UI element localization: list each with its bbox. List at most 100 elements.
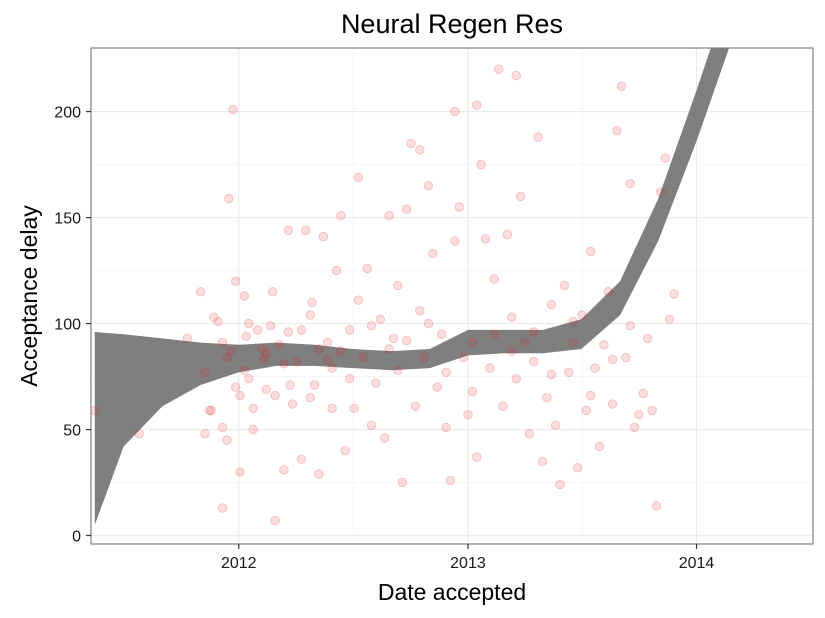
y-tick-label: 100 [54,317,81,334]
data-point [607,399,618,409]
data-point [445,475,456,486]
chart-title: Neural Regen Res [341,9,563,39]
data-point [485,363,495,373]
data-point [217,422,228,433]
data-point [616,81,627,91]
data-point [581,405,592,416]
data-point [283,327,294,337]
data-point [647,405,657,416]
data-point [454,202,464,212]
data-point [241,331,252,342]
data-point [384,210,394,221]
data-point [362,263,372,274]
data-point [586,390,596,401]
data-point [612,125,622,136]
data-point [520,337,530,348]
data-point [594,441,605,452]
x-tick-label: 2013 [450,555,486,572]
data-point [349,403,359,414]
data-point [415,306,425,316]
data-point [559,280,570,291]
data-point [406,138,416,149]
data-point [472,452,482,462]
data-point [634,410,644,420]
data-point [555,479,565,490]
data-point [314,344,324,354]
data-point [480,234,491,244]
data-point [296,454,307,464]
data-point [458,352,469,363]
data-point [423,318,434,329]
data-point [542,393,552,403]
data-point [230,276,241,286]
y-axis-label: Acceptance delay [16,205,42,387]
data-point [296,325,307,335]
data-point [515,191,526,202]
data-point [643,333,653,344]
data-point [331,265,342,276]
data-point [599,340,609,350]
data-point [257,344,267,354]
data-point [568,337,578,348]
data-point [206,405,216,416]
y-axis: 0 50 100 150 200 [54,105,91,546]
data-point [318,231,329,242]
data-point [625,178,635,189]
data-point [489,274,500,284]
data-point [244,374,254,384]
data-point [546,369,557,380]
data-point [629,422,640,433]
data-point [358,352,368,363]
data-point [546,299,557,310]
data-point [529,327,539,337]
data-point [437,329,447,339]
data-point [222,435,232,445]
data-point [572,463,583,473]
y-tick-label: 50 [63,423,81,440]
data-point [344,325,355,335]
data-point [660,153,670,163]
data-point [235,467,245,477]
data-point [590,363,600,373]
data-point [279,359,289,369]
y-tick-label: 150 [54,211,81,228]
data-point [564,367,574,378]
data-point [463,410,473,420]
data-point [450,106,460,117]
data-point [511,70,521,81]
points-layer [91,64,679,526]
data-point [467,386,478,397]
data-point [507,312,517,322]
data-point [607,354,618,365]
data-point [494,64,504,74]
data-point [301,225,311,236]
data-point [217,503,228,513]
data-point [533,132,543,142]
data-point [502,229,513,240]
x-axis: 2012 2013 2014 [221,544,714,572]
data-point [248,424,258,435]
data-point [270,390,280,401]
data-point [274,340,285,350]
data-point [336,210,346,221]
data-point [415,144,425,155]
data-point [267,287,278,297]
data-point [309,380,320,390]
data-point [401,335,412,346]
data-point [283,225,294,236]
y-tick-label: 200 [54,105,81,122]
data-point [228,104,238,115]
data-point [353,172,364,183]
data-point [200,429,210,439]
data-point [336,346,346,356]
data-point [204,405,215,416]
data-point [200,367,210,378]
data-point [393,280,403,291]
data-point [307,297,317,308]
data-point [669,289,679,299]
data-point [252,325,263,335]
data-point [327,363,337,373]
data-point [259,354,269,365]
data-point [182,333,193,344]
